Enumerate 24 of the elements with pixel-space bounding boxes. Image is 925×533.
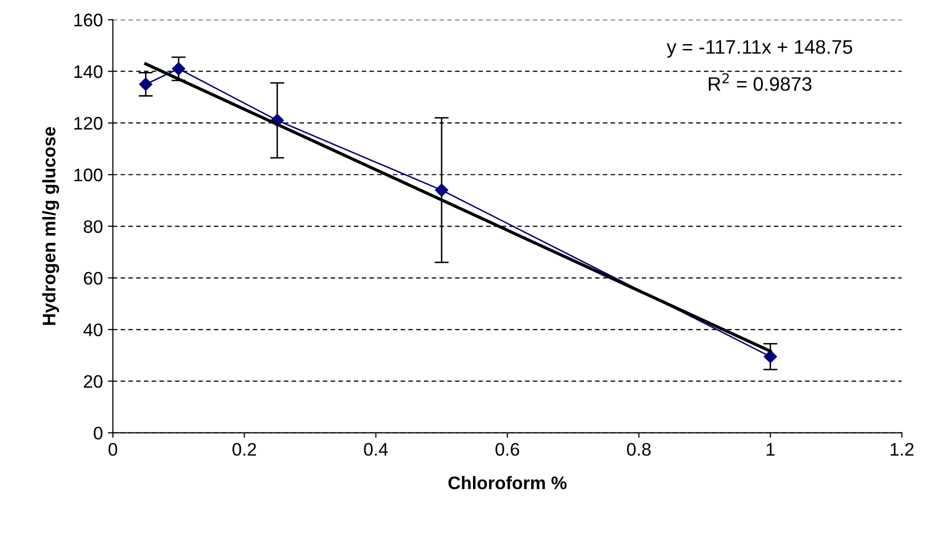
x-tick-label: 1.2	[890, 442, 914, 456]
y-tick-label: 100	[74, 168, 102, 182]
point	[435, 184, 448, 197]
x-tick-label: 0.6	[496, 442, 520, 456]
y-tick-label: 60	[84, 272, 102, 285]
x-tick-label: 0.2	[232, 442, 256, 456]
x-tick-label: 0.4	[364, 442, 388, 456]
y-tick-label: 0	[94, 426, 102, 440]
annotation: R$^{2}$ = 0.9873	[708, 73, 812, 91]
y-tick-label: 120	[74, 116, 102, 130]
y-tick-label: 140	[74, 65, 102, 78]
y-tick-label: 80	[84, 220, 102, 233]
x-tick-label: 1	[766, 443, 775, 456]
x-axis-title: Chloroform %	[448, 476, 567, 490]
x-tick-label: 0.8	[627, 442, 651, 456]
x-tick-label: 0	[108, 442, 118, 456]
annotation: y = -117.11x + 148.75	[666, 40, 852, 58]
y-axis-title: Hydrogen ml/g glucose	[42, 127, 60, 325]
point	[139, 78, 152, 91]
point	[764, 350, 777, 364]
y-tick-label: 20	[84, 375, 102, 388]
point	[172, 62, 186, 76]
y-tick-label: 40	[83, 323, 102, 336]
y-tick-label: 160	[74, 14, 102, 26]
